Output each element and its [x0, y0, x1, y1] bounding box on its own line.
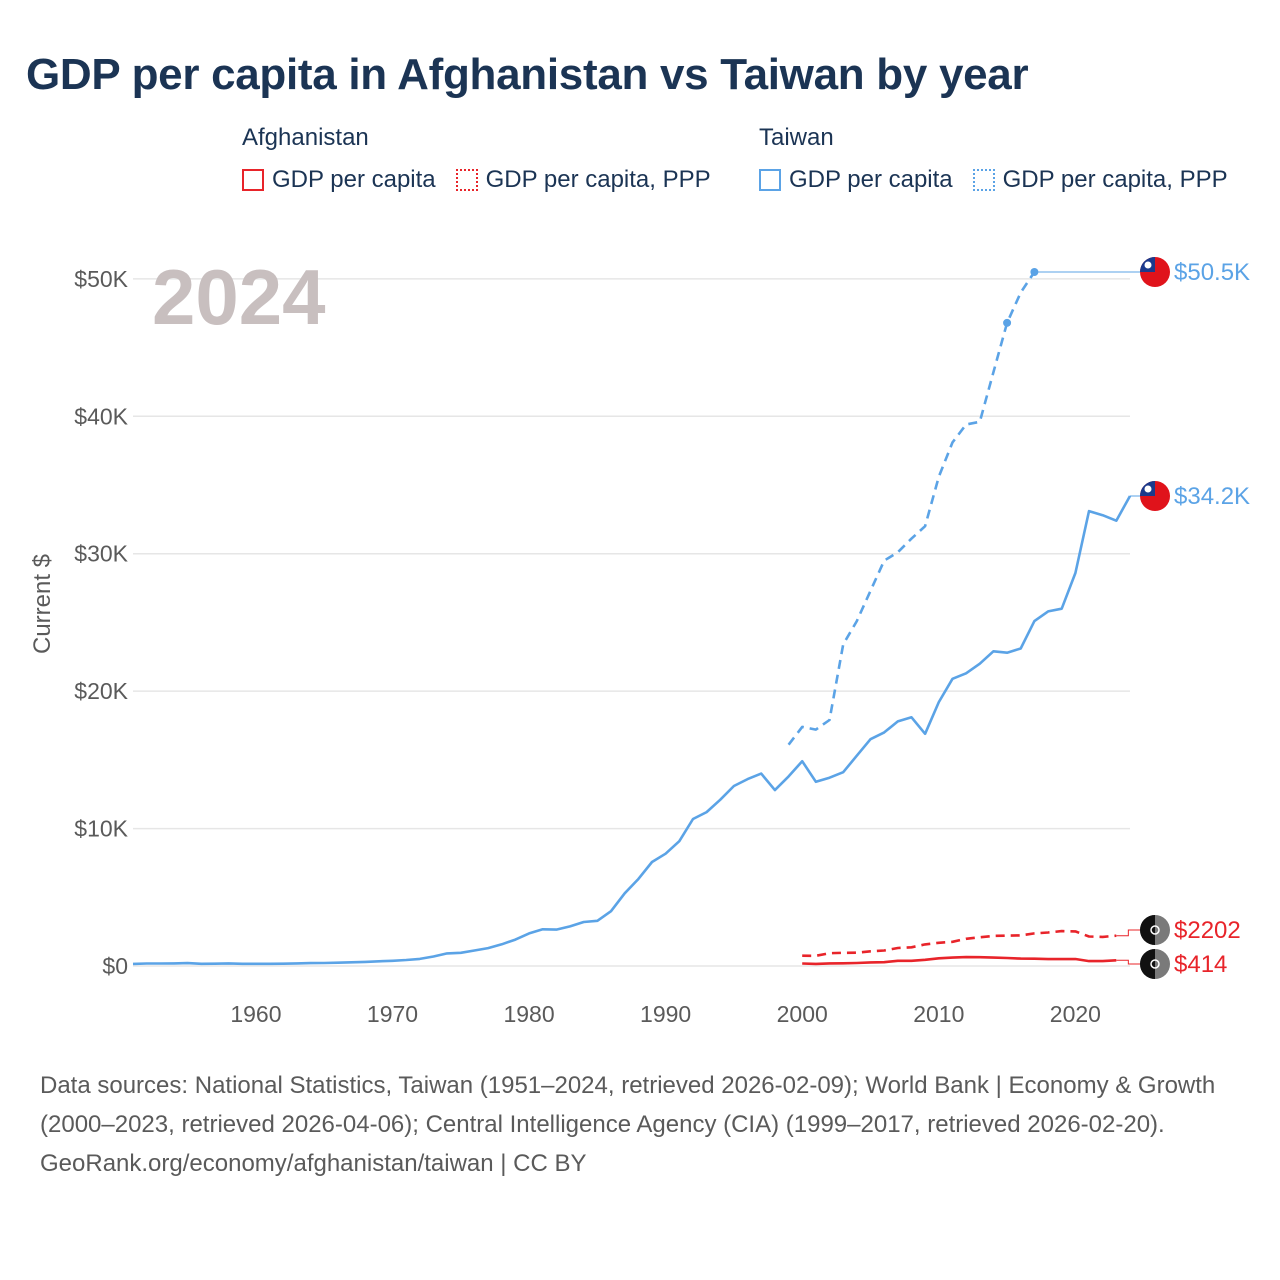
taiwan-flag-icon — [1140, 481, 1170, 512]
y-tick-label: $40K — [74, 403, 128, 429]
y-tick-label: $20K — [74, 678, 128, 704]
x-tick-label: 2020 — [1050, 1001, 1101, 1027]
legend-item-taiwan-gdp-ppp[interactable]: GDP per capita, PPP — [972, 166, 1228, 194]
series-line-afghanistan-gdp-per-capita-ppp — [802, 929, 1117, 958]
series-line-taiwan-gdp-per-capita-ppp — [787, 271, 1036, 746]
y-tick-label: $10K — [74, 816, 128, 842]
afghanistan-flag-icon — [1140, 949, 1170, 979]
legend-item-label: GDP per capita — [272, 166, 436, 193]
x-tick-label: 1970 — [367, 1001, 418, 1027]
series-line-taiwan-gdp-per-capita — [132, 495, 1132, 966]
y-axis-label: Current $ — [29, 554, 56, 654]
legend-swatch-dotted — [972, 169, 995, 191]
legend-item-label: GDP per capita, PPP — [1002, 166, 1228, 193]
y-tick-label: $50K — [74, 266, 128, 292]
legend-swatch-dotted — [455, 169, 478, 191]
legend-group-name: Taiwan — [759, 124, 834, 151]
legend-item-taiwan-gdp[interactable]: GDP per capita — [759, 166, 953, 194]
year-label: 2024 — [152, 253, 326, 341]
legend-group-taiwan: Taiwan GDP per capita GDP per capita, PP… — [759, 124, 1248, 194]
flag-emblem — [1150, 925, 1160, 935]
flag-sun — [1144, 261, 1152, 269]
flag-left — [1140, 915, 1155, 945]
end-value-label: $2202 — [1174, 917, 1241, 944]
flag-emblem — [1150, 959, 1160, 969]
legend-item-afghanistan-gdp[interactable]: GDP per capita — [242, 166, 436, 194]
label-connector — [1116, 929, 1140, 937]
y-tick-label: $0 — [102, 953, 128, 979]
taiwan-flag-icon — [1140, 257, 1170, 287]
attribution-link[interactable]: GeoRank.org/economy/afghanistan/taiwan |… — [40, 1150, 587, 1177]
flag-left — [1140, 949, 1155, 979]
legend-swatch-solid — [759, 169, 781, 191]
flag-sun — [1144, 485, 1152, 493]
series-line-afghanistan-gdp-per-capita — [802, 955, 1117, 966]
end-value-label: $50.5K — [1174, 259, 1250, 286]
legend-group-afghanistan: Afghanistan GDP per capita GDP per capit… — [242, 124, 731, 194]
data-point-marker — [1003, 318, 1012, 327]
x-tick-label: 1980 — [503, 1001, 554, 1027]
legend-item-label: GDP per capita — [789, 166, 953, 193]
legend-group-name: Afghanistan — [242, 124, 369, 151]
end-value-label: $34.2K — [1174, 483, 1250, 510]
chart-title: GDP per capita in Afghanistan vs Taiwan … — [26, 50, 1029, 99]
label-connector — [1116, 959, 1140, 965]
legend-item-label: GDP per capita, PPP — [485, 166, 711, 193]
afghanistan-flag-icon — [1140, 915, 1170, 945]
y-tick-label: $30K — [74, 541, 128, 567]
x-tick-label: 2010 — [913, 1001, 964, 1027]
x-tick-label: 2000 — [777, 1001, 828, 1027]
footer: Data sources: National Statistics, Taiwa… — [40, 1066, 1240, 1183]
data-sources: Data sources: National Statistics, Taiwa… — [40, 1072, 1216, 1138]
end-value-label: $414 — [1174, 951, 1227, 978]
legend-item-afghanistan-gdp-ppp[interactable]: GDP per capita, PPP — [455, 166, 711, 194]
line-chart: $0 $10K $20K $30K $40K $50K 1960 1970 1980 1990 20… — [29, 253, 1250, 1027]
legend-swatch-solid — [242, 169, 264, 191]
x-tick-label: 1990 — [640, 1001, 691, 1027]
x-tick-label: 1960 — [230, 1001, 281, 1027]
